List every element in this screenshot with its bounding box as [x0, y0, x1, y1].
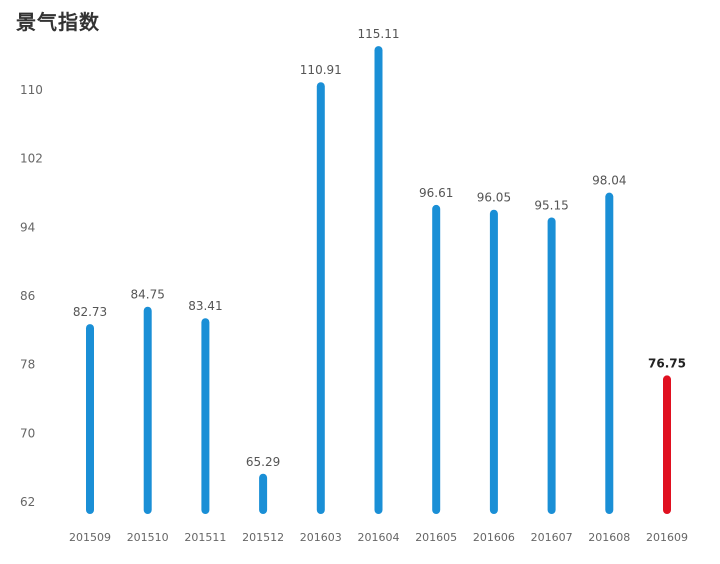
data-label: 83.41 — [188, 299, 222, 313]
bar-201603 — [316, 82, 325, 515]
data-label: 84.75 — [131, 288, 165, 302]
y-tick-label: 78 — [20, 358, 35, 372]
y-axis: 62 70 78 86 94 102 110 — [20, 83, 43, 509]
chart-title: 景气指数 — [16, 10, 100, 34]
data-label: 65.29 — [246, 455, 280, 469]
data-label: 95.15 — [534, 198, 568, 212]
x-tick-label: 201607 — [531, 531, 573, 544]
x-tick-label: 201608 — [588, 531, 630, 544]
x-tick-label: 201603 — [300, 531, 342, 544]
x-tick-label: 201606 — [473, 531, 515, 544]
x-tick-label: 201509 — [69, 531, 111, 544]
y-tick-label: 102 — [20, 152, 43, 166]
bar-201509 — [86, 324, 94, 514]
bar-201510 — [143, 306, 152, 514]
bars — [86, 46, 671, 515]
data-label: 76.75 — [648, 356, 686, 370]
y-tick-label: 62 — [20, 495, 35, 509]
x-tick-label: 201604 — [358, 531, 400, 544]
y-tick-label: 86 — [20, 289, 35, 303]
x-tick-label: 201510 — [127, 531, 169, 544]
x-tick-label: 201605 — [415, 531, 457, 544]
x-axis: 201509 201510 201511 201512 201603 201604 2016… — [69, 531, 688, 544]
bar-201606 — [489, 209, 498, 515]
data-label: 110.91 — [300, 63, 342, 77]
bar-201607 — [547, 217, 556, 514]
bar-201608 — [605, 192, 614, 514]
x-tick-label: 201511 — [184, 531, 226, 544]
bar-201609 — [663, 375, 671, 514]
y-tick-label: 70 — [20, 426, 35, 440]
bar-201512 — [259, 473, 268, 514]
x-tick-label: 201512 — [242, 531, 284, 544]
bar-201605 — [432, 204, 441, 514]
data-labels: 82.73 84.75 83.41 65.29 110.91 115.11 96.61 96.… — [73, 27, 686, 469]
data-label: 96.05 — [477, 191, 511, 205]
data-label: 96.61 — [419, 186, 453, 200]
y-tick-label: 94 — [20, 220, 35, 234]
data-label: 98.04 — [592, 174, 626, 188]
data-label: 115.11 — [358, 27, 400, 41]
bar-201604 — [374, 46, 383, 515]
data-label: 82.73 — [73, 305, 107, 319]
bar-201511 — [201, 318, 210, 514]
y-tick-label: 110 — [20, 83, 43, 97]
x-tick-label: 201609 — [646, 531, 688, 544]
